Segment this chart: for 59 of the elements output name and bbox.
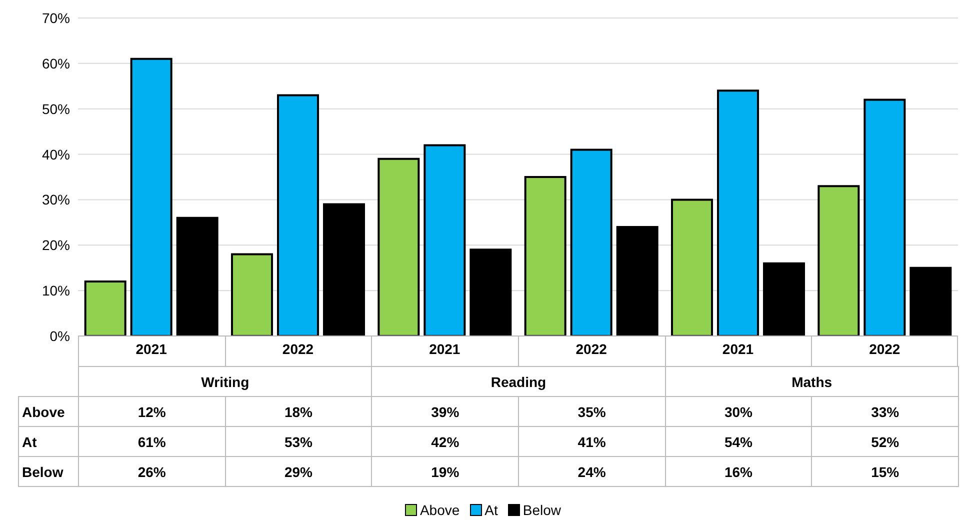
y-tick-label: 30% <box>42 192 70 208</box>
y-tick-label: 40% <box>42 146 70 162</box>
bar <box>570 148 612 336</box>
data-label: 24% <box>518 456 666 486</box>
bar <box>717 90 759 336</box>
bar <box>231 253 273 336</box>
bar <box>277 94 319 336</box>
y-tick-label: 60% <box>42 55 70 72</box>
data-label: 41% <box>518 426 666 456</box>
data-label: 54% <box>665 426 812 456</box>
bar <box>864 98 906 336</box>
x-tick-label: 2021 <box>429 340 460 357</box>
bar <box>176 216 218 336</box>
data-label: 42% <box>372 426 518 456</box>
data-label: 52% <box>812 426 958 456</box>
x-tick-label: 2022 <box>576 340 608 357</box>
x-tick-label: 2022 <box>869 340 900 357</box>
data-label: 18% <box>225 396 372 426</box>
x-tick-label: 2021 <box>136 340 168 357</box>
y-tick-label: 50% <box>42 100 70 117</box>
bar <box>130 58 172 336</box>
bar <box>524 176 566 336</box>
text: Reading <box>372 366 666 396</box>
x-tick-label: 2022 <box>282 340 314 357</box>
text: Writing <box>78 366 372 396</box>
data-label: 30% <box>665 396 812 426</box>
bar <box>910 266 952 336</box>
data-label: 29% <box>225 456 372 486</box>
bar <box>424 144 466 336</box>
data-label: 15% <box>812 456 958 486</box>
bar <box>470 248 512 336</box>
data-label: 16% <box>665 456 812 486</box>
bar <box>616 226 658 336</box>
bar <box>818 185 860 336</box>
legend-label: At <box>484 502 498 518</box>
data-label: 61% <box>78 426 226 456</box>
text: At <box>22 434 37 450</box>
data-label: 19% <box>372 456 518 486</box>
legend-label: Below <box>522 502 562 518</box>
data-label: 12% <box>78 396 226 426</box>
bar <box>378 158 420 336</box>
bar <box>763 262 805 336</box>
bar <box>323 203 365 336</box>
data-label: 35% <box>518 396 666 426</box>
text: Below <box>22 464 64 480</box>
y-tick-label: 0% <box>50 328 70 344</box>
y-tick-label: 10% <box>42 282 70 299</box>
bar <box>671 198 713 336</box>
data-label: 26% <box>78 456 226 486</box>
data-label: 53% <box>225 426 372 456</box>
data-label: 33% <box>812 396 958 426</box>
y-tick-label: 20% <box>42 237 70 254</box>
legend-label: Above <box>420 502 460 518</box>
text: Above <box>22 404 65 420</box>
x-tick-label: 2021 <box>722 340 754 357</box>
bar <box>84 280 126 336</box>
data-label: 39% <box>372 396 518 426</box>
y-tick-label: 70% <box>42 10 70 26</box>
text: Maths <box>665 366 958 396</box>
